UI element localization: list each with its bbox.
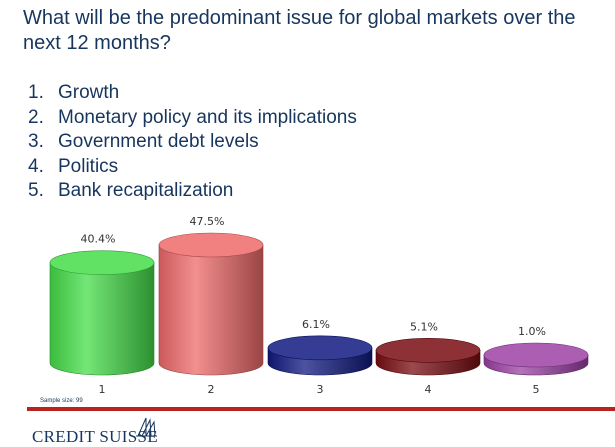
bar-top (158, 232, 264, 258)
option-label: Politics (58, 155, 119, 177)
value-label: 6.1% (302, 318, 330, 331)
option-item: 1. Growth (28, 81, 357, 106)
bar-top (375, 338, 481, 363)
category-label: 2 (208, 383, 215, 396)
bar-cylinder-1 (49, 250, 155, 376)
category-label: 3 (317, 383, 324, 396)
bar-top (267, 335, 373, 361)
sails-icon (136, 417, 157, 437)
bar-top (49, 250, 155, 275)
sample-size-note: Sample size: 99 (40, 398, 83, 404)
brand-logo-text: CREDIT SUISSE (32, 427, 158, 446)
value-label: 5.1% (410, 320, 438, 333)
option-label: Bank recapitalization (58, 180, 234, 201)
value-label: 40.4% (81, 233, 116, 246)
option-label: Growth (58, 82, 120, 103)
bar-top (483, 342, 589, 368)
cylinder-bar-chart: 40.4% 47.5% 6.1% 5.1% 1.0% 1 2 3 4 5 (49, 215, 589, 396)
option-number: 2. (28, 106, 44, 128)
answer-options-list: 1. Growth 2. Monetary policy and its impli… (28, 81, 357, 204)
option-item: 4. Politics (28, 155, 357, 180)
category-label: 1 (99, 383, 106, 396)
value-labels-group: 40.4% 47.5% 6.1% 5.1% 1.0% (81, 215, 546, 338)
option-number: 5. (28, 180, 44, 201)
bar-cylinder-3 (267, 335, 373, 376)
option-item: 2. Monetary policy and its implications (28, 106, 357, 131)
bar-body (158, 244, 264, 376)
option-label: Government debt levels (58, 131, 259, 152)
value-label: 47.5% (190, 215, 225, 228)
question-title: What will be the predominant issue for g… (23, 7, 576, 54)
option-item: 3. Government debt levels (28, 130, 357, 155)
option-label: Monetary policy and its implications (58, 106, 357, 128)
category-labels-group: 1 2 3 4 5 (99, 383, 540, 396)
option-number: 3. (28, 131, 44, 152)
footer-rule (27, 407, 615, 411)
option-number: 1. (28, 82, 44, 103)
option-item: 5. Bank recapitalization (28, 179, 357, 204)
option-number: 4. (28, 155, 44, 177)
category-label: 4 (425, 383, 432, 396)
bar-body (49, 262, 155, 376)
bar-cylinder-5 (483, 342, 589, 376)
bar-cylinder-4 (375, 338, 481, 376)
category-label: 5 (533, 383, 540, 396)
value-label: 1.0% (518, 325, 546, 338)
bars-group (49, 232, 589, 376)
bar-cylinder-2 (158, 232, 264, 376)
